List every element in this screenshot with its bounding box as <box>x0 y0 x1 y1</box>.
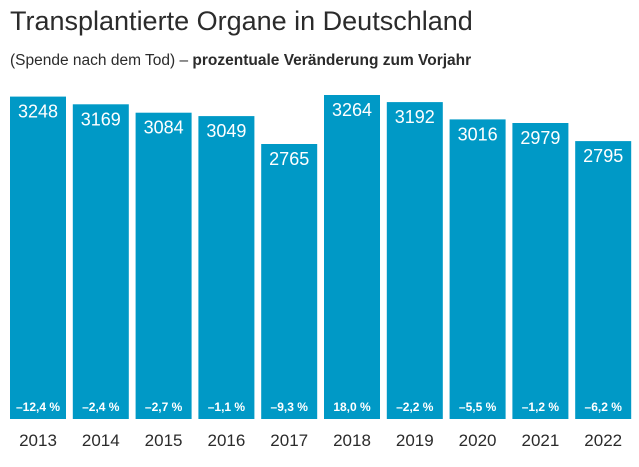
bar-change-label: 18,0 % <box>333 400 371 414</box>
x-tick-label: 2014 <box>82 431 120 450</box>
bar-2021 <box>512 123 569 419</box>
bar-change-label: –12,4 % <box>16 400 60 414</box>
bar-change-label: –1,2 % <box>522 400 560 414</box>
x-tick-label: 2021 <box>521 431 559 450</box>
bar-2016 <box>198 116 255 419</box>
bar-change-label: –6,2 % <box>585 400 623 414</box>
bar-2014 <box>72 104 129 420</box>
x-tick-label: 2015 <box>145 431 183 450</box>
subtitle-plain: (Spende nach dem Tod) – <box>10 52 189 69</box>
bar-value-label: 3264 <box>332 100 372 120</box>
bar-change-label: –9,3 % <box>271 400 309 414</box>
bar-2015 <box>135 112 192 419</box>
bar-2017 <box>261 144 318 419</box>
bar-2022 <box>575 141 632 419</box>
bar-value-label: 3192 <box>395 107 435 127</box>
bar-value-label: 3248 <box>18 102 58 122</box>
bar-value-label: 3016 <box>458 124 498 144</box>
bar-change-label: –2,7 % <box>145 400 183 414</box>
bar-value-label: 2795 <box>583 146 623 166</box>
x-tick-label: 2016 <box>207 431 245 450</box>
x-tick-label: 2017 <box>270 431 308 450</box>
chart-title: Transplantierte Organe in Deutschland <box>10 6 473 36</box>
bar-2020 <box>449 119 506 420</box>
bar-value-label: 3049 <box>206 121 246 141</box>
x-tick-label: 2022 <box>584 431 622 450</box>
bar-value-label: 3084 <box>144 118 184 138</box>
bar-value-label: 3169 <box>81 109 121 129</box>
bar-change-label: –2,2 % <box>396 400 434 414</box>
subtitle-bold: prozentuale Veränderung zum Vorjahr <box>192 52 472 69</box>
bar-change-label: –1,1 % <box>208 400 246 414</box>
x-tick-label: 2018 <box>333 431 371 450</box>
bar-change-label: –5,5 % <box>459 400 497 414</box>
bar-change-label: –2,4 % <box>82 400 120 414</box>
x-tick-label: 2020 <box>459 431 497 450</box>
x-tick-label: 2013 <box>19 431 57 450</box>
bar-value-label: 2765 <box>269 149 309 169</box>
bar-2018 <box>324 95 380 419</box>
chart-subtitle: (Spende nach dem Tod) – prozentuale Verä… <box>10 52 471 70</box>
x-tick-label: 2019 <box>396 431 434 450</box>
bar-2013 <box>10 96 66 419</box>
bar-value-label: 2979 <box>520 128 560 148</box>
bar-2019 <box>386 102 443 419</box>
